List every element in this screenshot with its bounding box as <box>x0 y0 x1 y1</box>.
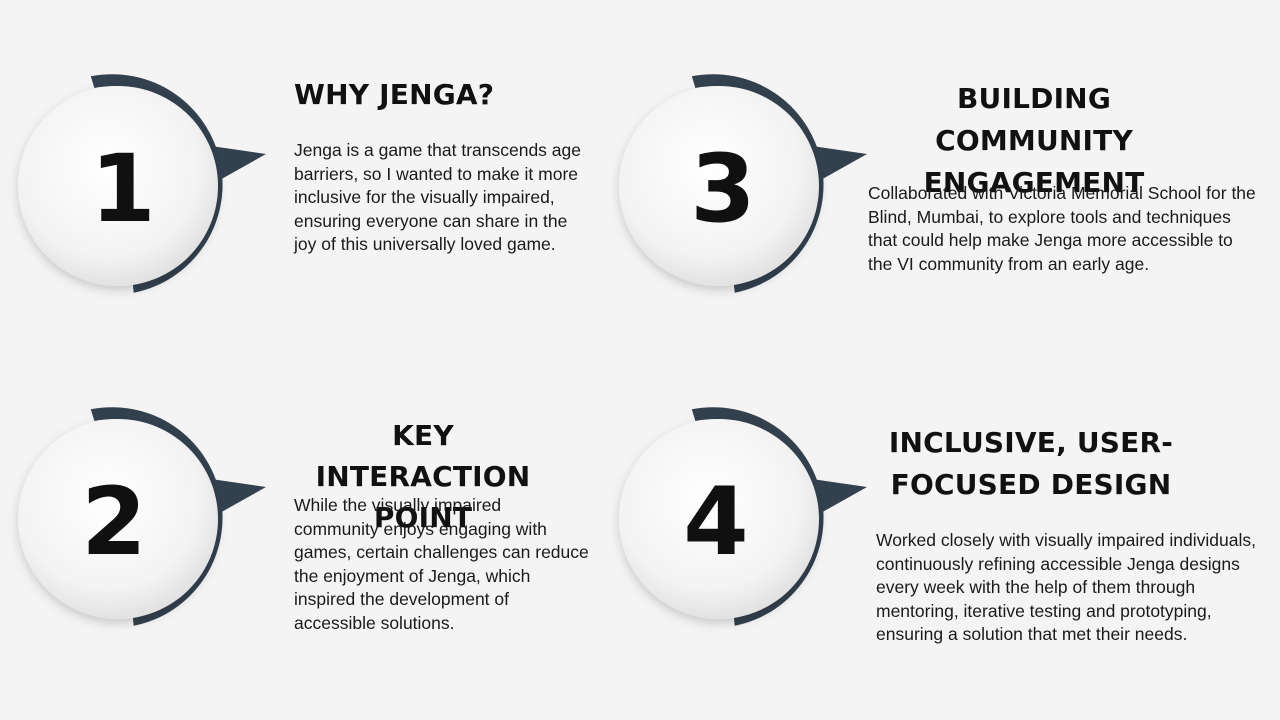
step-1-badge: 1 <box>0 65 280 305</box>
step-3-pointer <box>805 145 867 181</box>
step-3-circle <box>619 86 819 286</box>
step-3-number: 3 <box>690 135 756 244</box>
step-1-circle <box>18 86 218 286</box>
step-1-number: 1 <box>90 135 156 244</box>
step-4-marker-graphic <box>619 407 867 626</box>
step-2-badge: 2 <box>0 398 280 638</box>
step-4-circle <box>619 419 819 619</box>
step-1-title: WHY JENGA? <box>294 78 495 111</box>
step-1-pointer <box>204 145 266 181</box>
step-3-title: BUILDING COMMUNITY ENGAGEMENT <box>923 82 1145 199</box>
step-4-title: INCLUSIVE, USER- FOCUSED DESIGN <box>888 426 1174 501</box>
step-2-title: KEY INTERACTION POINT <box>315 419 531 534</box>
step-3-marker-graphic <box>619 74 867 293</box>
step-4-badge: 4 <box>601 398 881 638</box>
step-1-body: Jenga is a game that transcends age barr… <box>294 140 581 254</box>
step-2-body: While the visually impaired community en… <box>294 495 589 633</box>
step-4-pointer <box>805 478 867 514</box>
step-3-badge: 3 <box>601 65 881 305</box>
step-3-body: Collaborated with Victoria Memorial Scho… <box>868 183 1256 274</box>
step-2-circle <box>18 419 218 619</box>
step-2-marker-graphic <box>18 407 266 626</box>
step-4-number: 4 <box>683 468 749 577</box>
step-2-pointer <box>204 478 266 514</box>
step-2-number: 2 <box>81 468 147 577</box>
step-1-marker-graphic <box>18 74 266 293</box>
step-4-body: Worked closely with visually impaired in… <box>876 530 1256 644</box>
